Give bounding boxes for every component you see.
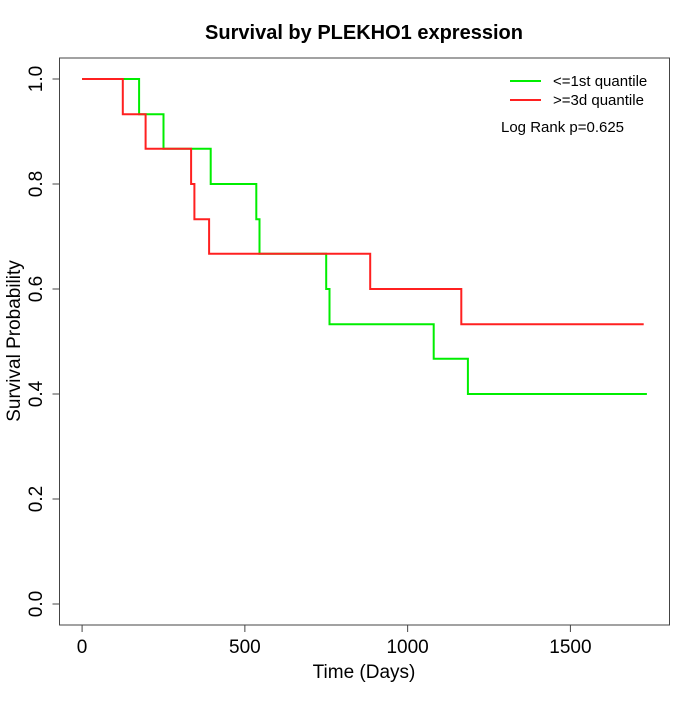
km-curve-green: [82, 78, 647, 395]
legend-label-green: <=1st quantile: [553, 73, 647, 90]
km-curve-red: [82, 78, 644, 326]
x-axis-title: Time (Days): [313, 662, 416, 683]
legend-label-red: >=3d quantile: [553, 92, 644, 109]
y-tick-label: 1.0: [26, 66, 47, 92]
chart-title: Survival by PLEKHO1 expression: [205, 22, 523, 44]
y-tick-label: 0.8: [26, 171, 47, 197]
x-tick-label: 500: [229, 637, 261, 658]
x-axis: 0 500 1000 1500: [77, 625, 592, 658]
y-tick-label: 0.0: [26, 591, 47, 617]
y-axis: 0.0 0.2 0.4 0.6 0.8 1.0: [26, 66, 60, 617]
y-tick-label: 0.6: [26, 276, 47, 302]
logrank-annotation: Log Rank p=0.625: [501, 119, 624, 136]
x-tick-label: 1000: [386, 637, 428, 658]
x-tick-label: 1500: [549, 637, 591, 658]
legend: <=1st quantile >=3d quantile Log Rank p=…: [501, 73, 647, 136]
y-tick-label: 0.2: [26, 486, 47, 512]
plot-box: [59, 57, 670, 626]
y-axis-title: Survival Probability: [4, 260, 25, 422]
km-curves: [82, 78, 647, 395]
x-tick-label: 0: [77, 637, 88, 658]
y-tick-label: 0.4: [26, 380, 47, 407]
